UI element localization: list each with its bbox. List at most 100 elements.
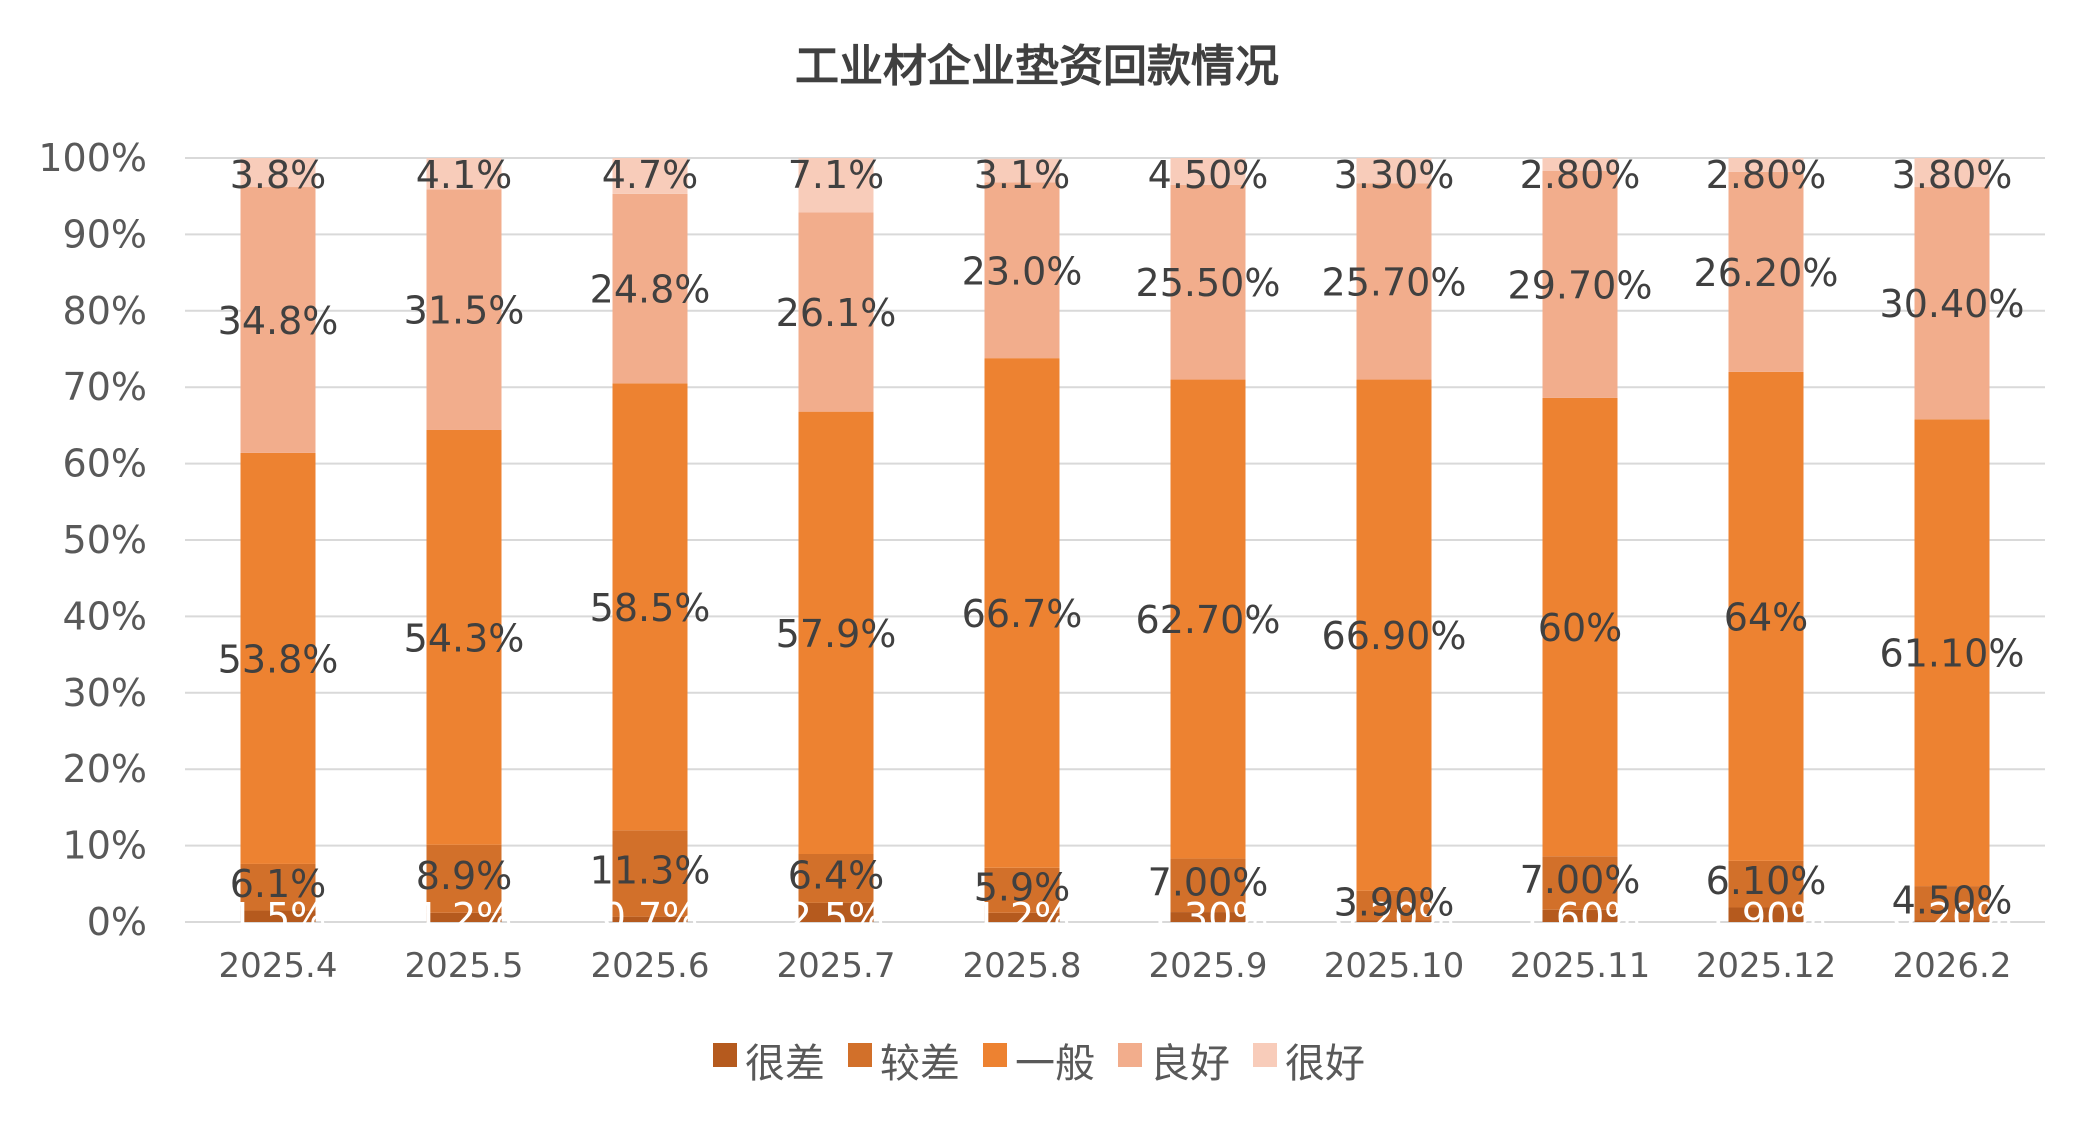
data-label: 5.9% [974, 865, 1071, 909]
legend-swatch [1118, 1043, 1142, 1067]
data-label: 2.80% [1520, 153, 1641, 197]
bar-segment [1728, 171, 1804, 372]
bar-segment [426, 189, 502, 430]
data-label: 3.80% [1892, 153, 2013, 197]
x-tick-label: 2025.8 [963, 946, 1082, 986]
bar-segment [1914, 886, 1990, 921]
bar-segment [1728, 158, 1804, 172]
legend-label: 较差 [880, 1041, 960, 1087]
data-label: 24.8% [590, 268, 711, 312]
bar-segment [426, 429, 502, 845]
x-tick-label: 2025.5 [405, 946, 524, 986]
legend-label: 很好 [1285, 1041, 1365, 1087]
data-label: 25.50% [1136, 261, 1281, 305]
bar-segment [1914, 158, 1990, 188]
data-label: 7.00% [1148, 860, 1269, 904]
bar-segment [984, 158, 1060, 183]
legend-swatch [713, 1043, 737, 1067]
x-tick-label: 2025.9 [1149, 946, 1268, 986]
data-label: 4.1% [416, 153, 513, 197]
bar-segment [240, 863, 316, 911]
bar-segment [612, 830, 688, 917]
x-tick-label: 2025.7 [777, 946, 896, 986]
bar-segment [1914, 187, 1990, 420]
bar-segment [1728, 371, 1804, 861]
bar-segment [426, 158, 502, 190]
bar-segment [1728, 860, 1804, 908]
bar-segment [1542, 397, 1618, 857]
y-tick-label: 0% [87, 900, 147, 944]
y-tick-label: 60% [63, 442, 147, 486]
data-label: 62.70% [1136, 598, 1281, 642]
y-tick-label: 10% [63, 824, 147, 868]
data-label: 25.70% [1322, 260, 1467, 304]
data-label: 3.1% [974, 153, 1071, 197]
bar-segment [798, 902, 874, 922]
bar-segment [612, 193, 688, 384]
data-label: 61.10% [1880, 632, 2025, 676]
x-tick-label: 2026.2 [1893, 946, 2012, 986]
bar-segment [1170, 184, 1246, 380]
y-tick-label: 50% [63, 518, 147, 562]
data-label: 54.3% [404, 616, 525, 660]
data-label: 26.1% [776, 291, 897, 335]
bar-segment [1356, 158, 1432, 184]
legend-swatch [1253, 1043, 1277, 1067]
bar-segment [1170, 379, 1246, 859]
bar-segment [1728, 907, 1804, 922]
y-tick-label: 30% [63, 671, 147, 715]
y-tick-label: 20% [63, 747, 147, 791]
data-label: 4.50% [1148, 153, 1269, 197]
data-label: 1.90% [1706, 895, 1827, 939]
bar-segment [1542, 158, 1618, 171]
y-tick-label: 70% [63, 365, 147, 409]
data-label: 6.10% [1706, 859, 1827, 903]
data-label: 66.90% [1322, 614, 1467, 658]
data-label: 2.5% [788, 895, 885, 939]
bar-segment [1356, 920, 1432, 922]
bar-segment [1542, 856, 1618, 910]
bar-segment [1170, 158, 1246, 185]
data-label: 23.0% [962, 249, 1083, 293]
data-label: 3.90% [1334, 881, 1455, 925]
data-label: 3.30% [1334, 153, 1455, 197]
y-tick-label: 90% [63, 212, 147, 256]
bar-segment [612, 158, 688, 194]
bar-segment [1542, 170, 1618, 398]
bar-segment [426, 844, 502, 913]
data-label: 4.50% [1892, 878, 2013, 922]
bar-segment [426, 912, 502, 922]
x-tick-label: 2025.11 [1510, 946, 1651, 986]
x-tick-label: 2025.10 [1324, 946, 1465, 986]
legend-swatch [983, 1043, 1007, 1067]
legend-label: 良好 [1150, 1041, 1230, 1087]
legend-swatch [848, 1043, 872, 1067]
bar-segment [984, 912, 1060, 922]
bar-segment [984, 182, 1060, 359]
data-label: 7.00% [1520, 858, 1641, 902]
data-label: 11.3% [590, 848, 711, 892]
bar-segment [1914, 920, 1990, 922]
data-label: 6.1% [230, 862, 327, 906]
data-label: 4.7% [602, 153, 699, 197]
data-label: 7.1% [788, 153, 885, 197]
data-label: 66.7% [962, 592, 1083, 636]
x-tick-label: 2025.6 [591, 946, 710, 986]
y-tick-label: 40% [63, 594, 147, 638]
y-tick-label: 100% [38, 136, 147, 180]
chart-title: 工业材企业垫资回款情况 [795, 41, 1279, 92]
data-label: 0.20% [1334, 895, 1455, 939]
data-label: 29.70% [1508, 263, 1653, 307]
bar-segment [798, 158, 874, 213]
data-label: 34.8% [218, 299, 339, 343]
y-tick-label: 80% [63, 289, 147, 333]
data-label: 1.30% [1148, 895, 1269, 939]
data-label: 1.5% [230, 895, 327, 939]
bar-segment [798, 411, 874, 855]
data-label: 1.60% [1520, 895, 1641, 939]
data-label: 60% [1538, 606, 1622, 650]
data-label: 2.80% [1706, 153, 1827, 197]
x-tick-label: 2025.12 [1696, 946, 1837, 986]
data-label: 30.40% [1880, 282, 2025, 326]
